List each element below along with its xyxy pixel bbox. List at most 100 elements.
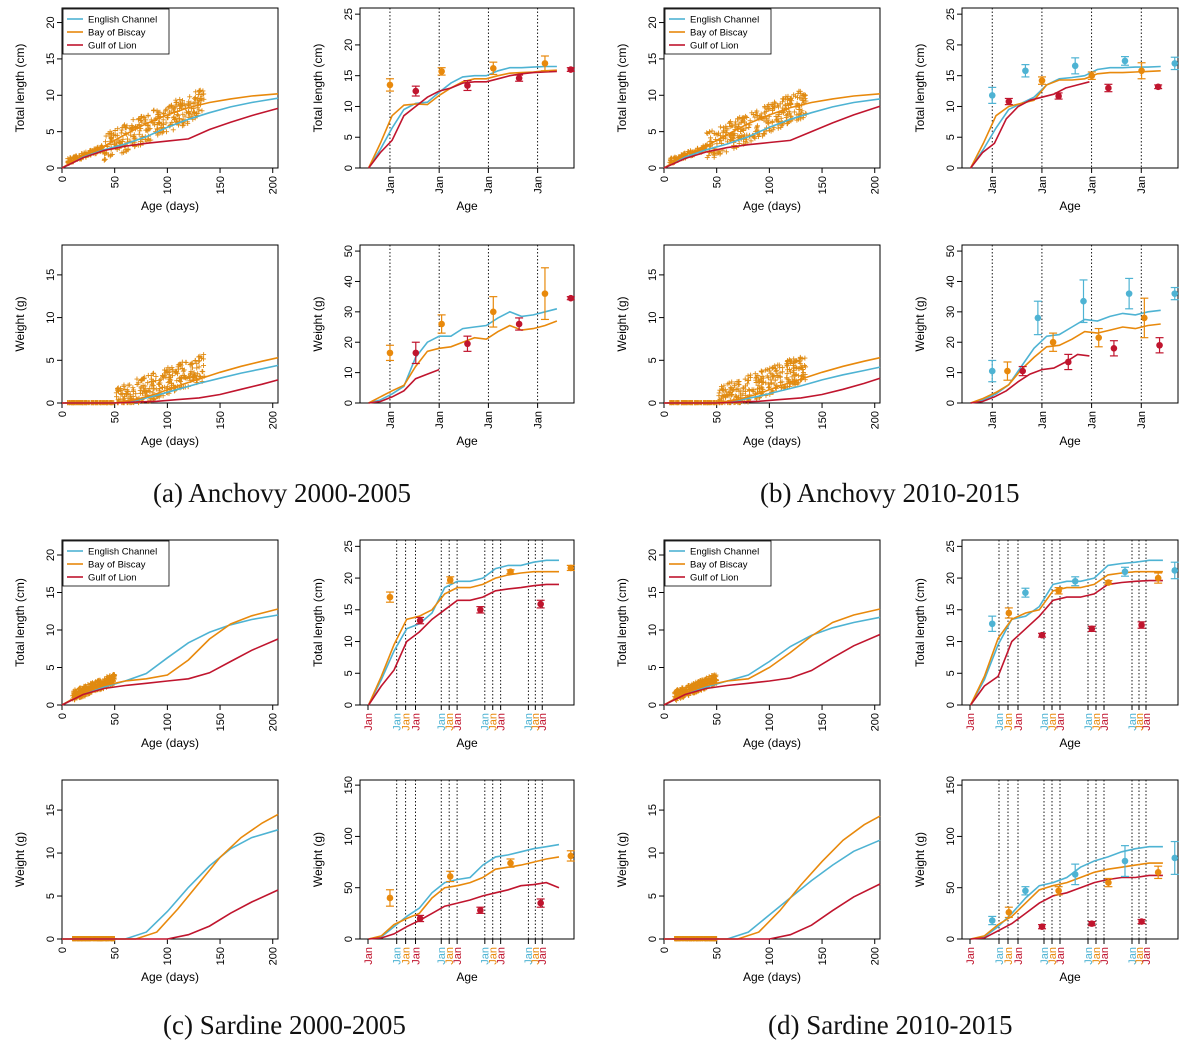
chart-b-tl_age: 0 5 10 15 20 Total length (cm) Age (days) 0 50 10… (615, 7, 882, 213)
data-cross (185, 120, 191, 126)
data-cross (190, 109, 196, 115)
data-cross (775, 125, 781, 131)
data-cross (791, 365, 797, 371)
x-tick-label: Jan (363, 713, 375, 731)
mean-marker (567, 294, 575, 302)
y-tick-label: 10 (45, 624, 57, 636)
observation-point (1087, 71, 1096, 80)
mean-marker (1049, 338, 1057, 346)
mean-marker (988, 92, 996, 99)
y-tick-label: 20 (45, 16, 57, 28)
data-cross (716, 390, 722, 396)
x-tick-label: 50 (110, 411, 122, 423)
data-cross (191, 96, 197, 102)
data-cross (163, 108, 169, 114)
observation-point (1137, 621, 1146, 629)
data-cross (76, 685, 82, 691)
data-cross (790, 370, 796, 376)
data-cross (195, 371, 201, 377)
data-cross (768, 380, 774, 386)
data-cross (160, 117, 166, 123)
mean-marker (1088, 72, 1096, 79)
x-tick-label: Jan (452, 713, 464, 731)
chart-b-tl_season: 0 5 10 15 20 25 Total length (cm) Age Jan Jan Jan J… (913, 7, 1179, 213)
data-cross (102, 150, 108, 156)
x-tick-label: 200 (268, 176, 280, 194)
chart-b-w_season: 0 10 20 30 40 50 Weight (g) Age Jan Jan Jan Jan (913, 244, 1179, 448)
data-cross (776, 111, 782, 117)
mean-marker (507, 568, 514, 576)
observation-point (1049, 332, 1058, 352)
data-cross (196, 364, 202, 370)
x-tick-label: 200 (870, 947, 882, 965)
series-line (970, 309, 1161, 404)
x-tick-label: 150 (215, 176, 227, 194)
data-cross (200, 88, 206, 94)
data-cross (108, 136, 114, 142)
y-tick-label: 50 (945, 245, 957, 257)
x-tick-label: 200 (870, 176, 882, 194)
data-cross (196, 373, 202, 379)
data-cross (742, 388, 748, 394)
y-tick-label: 30 (945, 306, 957, 318)
x-tick-label: Jan (452, 947, 464, 965)
observation-point (1125, 277, 1134, 310)
data-cross (785, 93, 791, 99)
data-cross (771, 374, 777, 380)
data-cross (779, 122, 785, 128)
observation-point (515, 317, 524, 331)
mean-marker (1121, 57, 1129, 65)
y-tick-label: 10 (945, 366, 957, 378)
data-cross (142, 389, 148, 395)
mean-marker (1138, 621, 1145, 629)
legend-entry: Gulf of Lion (88, 573, 137, 584)
mean-marker (386, 593, 394, 601)
y-tick-label: 10 (45, 89, 57, 101)
data-cross (136, 131, 142, 137)
observation-point (540, 267, 549, 321)
y-tick-label: 15 (945, 70, 957, 82)
mean-marker (1005, 609, 1013, 617)
y-tick-label: 10 (45, 847, 57, 859)
y-tick-label: 0 (343, 400, 355, 406)
data-cross (133, 391, 139, 397)
mean-marker (1071, 577, 1079, 585)
y-tick-label: 0 (45, 165, 57, 171)
data-cross (736, 379, 742, 385)
x-tick-label: Jan (444, 713, 456, 731)
y-tick-label: 25 (343, 8, 355, 20)
x-tick-label: 100 (764, 713, 776, 731)
series-line (62, 813, 279, 940)
data-cross (733, 393, 739, 399)
mean-marker (1171, 854, 1179, 862)
data-cross (127, 125, 133, 131)
observation-point (1154, 865, 1163, 880)
observation-point (385, 591, 394, 603)
data-cross (170, 373, 176, 379)
y-tick-label: 5 (647, 357, 659, 363)
observation-point (1038, 923, 1047, 930)
y-tick-label: 40 (343, 275, 355, 287)
observation-point (1003, 361, 1012, 381)
data-cross (769, 105, 775, 111)
data-cross (714, 141, 720, 147)
observation-point (385, 344, 394, 362)
chart-d-w_age: 0 5 10 15 Weight (g) Age (days) 0 50 100 150 200 (615, 779, 882, 984)
observation-point (1054, 92, 1063, 100)
data-cross (201, 352, 207, 358)
x-axis-label: Age (456, 736, 478, 750)
data-cross (784, 376, 790, 382)
data-cross (155, 112, 161, 118)
mean-marker (386, 81, 394, 89)
data-cross (199, 355, 205, 361)
mean-marker (988, 620, 996, 628)
data-cross (176, 375, 182, 381)
x-tick-label: Jan (1037, 176, 1049, 194)
data-cross (714, 150, 720, 156)
data-cross (750, 388, 756, 394)
data-cross (723, 389, 729, 395)
observation-point (1038, 76, 1047, 85)
x-tick-label: Jan (400, 713, 412, 731)
data-cross (754, 125, 760, 131)
